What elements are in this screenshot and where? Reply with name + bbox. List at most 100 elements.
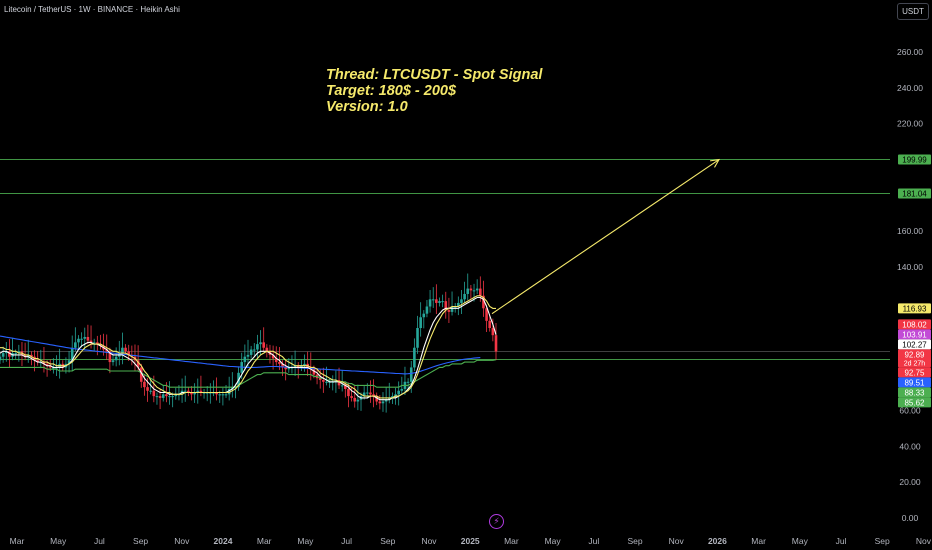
candle-body [89, 340, 93, 343]
candle-body [365, 392, 369, 394]
candle-body [174, 394, 178, 397]
candle-body [121, 347, 124, 354]
candle-body [155, 396, 159, 398]
candle-body [196, 390, 200, 393]
candle-body [482, 295, 485, 309]
candle-body [378, 401, 382, 404]
indicator-price-label: 89.51 [904, 378, 925, 387]
x-tick-label: Nov [421, 536, 437, 546]
candle-body [48, 365, 52, 368]
candle-body [92, 342, 96, 344]
candle-body [469, 288, 473, 291]
candle-body [281, 363, 284, 368]
candle-body [23, 354, 27, 357]
candle-body [369, 392, 372, 395]
candle-body [252, 349, 256, 351]
x-tick-label: Jul [341, 536, 352, 546]
x-tick-label: Nov [669, 536, 685, 546]
candle-body [8, 351, 11, 357]
lightning-icon: ⚡ [489, 514, 504, 529]
candle-body [30, 354, 33, 357]
candle-body [422, 313, 426, 318]
x-tick-label: Sep [875, 536, 890, 546]
candle-body [36, 360, 39, 363]
candle-body [143, 381, 146, 388]
candle-body [381, 401, 385, 404]
projection-arrow [491, 159, 720, 315]
y-tick-label: 140.00 [897, 262, 923, 272]
candle-body [158, 396, 162, 398]
candle-body [344, 385, 347, 389]
y-tick-label: 260.00 [897, 47, 923, 57]
candle-body [1, 353, 5, 357]
chart-annotation: Thread: LTCUSDT - Spot Signal Target: 18… [326, 67, 542, 115]
x-tick-label: May [50, 536, 67, 546]
candle-body [375, 396, 379, 402]
candle-body [274, 358, 278, 363]
candle-body [187, 390, 190, 393]
candle-body [387, 397, 391, 400]
indicator-price-label: 103.91 [902, 330, 927, 339]
x-tick-label: 2026 [708, 536, 727, 546]
candle-body [356, 399, 360, 402]
candle-body [491, 328, 495, 336]
candle-body [108, 351, 112, 363]
candle-body [17, 351, 21, 354]
level-price-tag [898, 154, 931, 165]
level-price-label: 199.99 [902, 156, 927, 165]
candle-body [262, 342, 265, 348]
indicator-price-label: 92.89 [904, 350, 925, 359]
candle-body [362, 392, 366, 397]
candle-body [146, 387, 149, 391]
candle-body [4, 351, 8, 354]
y-tick-label: 40.00 [899, 441, 921, 451]
indicator-price-tag [898, 367, 931, 378]
x-tick-label: 2024 [214, 536, 233, 546]
candle-body [391, 396, 394, 398]
candle-body [450, 306, 454, 312]
annotation-line-1: Thread: LTCUSDT - Spot Signal [326, 67, 543, 83]
candle-body [96, 342, 99, 345]
indicator-price-tag [898, 339, 931, 350]
candle-body [287, 367, 291, 370]
indicator-price-tag [898, 319, 931, 330]
candle-body [246, 354, 250, 357]
candle-body [318, 378, 322, 380]
candle-body [431, 299, 435, 301]
x-tick-label: 2025 [461, 536, 480, 546]
x-tick-label: Jul [588, 536, 599, 546]
candle-body [475, 288, 479, 291]
indicator-price-label: 85.62 [904, 398, 925, 407]
candle-body [74, 342, 77, 348]
candle-body [67, 360, 71, 364]
candle-body [303, 363, 306, 366]
x-tick-label: Jul [836, 536, 847, 546]
candle-body [227, 388, 231, 395]
indicator-price-tag [898, 349, 931, 368]
indicator-price-label: 108.02 [902, 320, 927, 329]
candle-body [218, 394, 222, 396]
candle-body [416, 328, 419, 348]
indicator-price-label: 92.75 [904, 368, 925, 377]
symbol-title[interactable]: Litecoin / TetherUS · 1W · BINANCE · Hei… [4, 5, 180, 14]
annotation-line-3: Version: 1.0 [326, 99, 408, 115]
candle-body [460, 299, 463, 303]
candle-body [372, 394, 375, 397]
candle-body [99, 344, 102, 346]
candle-body [384, 399, 388, 402]
candle-body [190, 392, 193, 395]
candle-body [70, 347, 74, 361]
candle-body [256, 344, 259, 350]
currency-button[interactable]: USDT [897, 3, 929, 20]
x-tick-label: Sep [627, 536, 642, 546]
candle-body [243, 356, 247, 363]
candle-body [428, 299, 432, 307]
candle-body [394, 394, 397, 397]
candle-body [425, 306, 429, 314]
indicator-price-label: 102.27 [902, 340, 927, 349]
candle-body [80, 338, 83, 340]
indicator-price-tag [898, 377, 931, 388]
candle-body [199, 390, 203, 393]
candle-body [161, 394, 165, 398]
